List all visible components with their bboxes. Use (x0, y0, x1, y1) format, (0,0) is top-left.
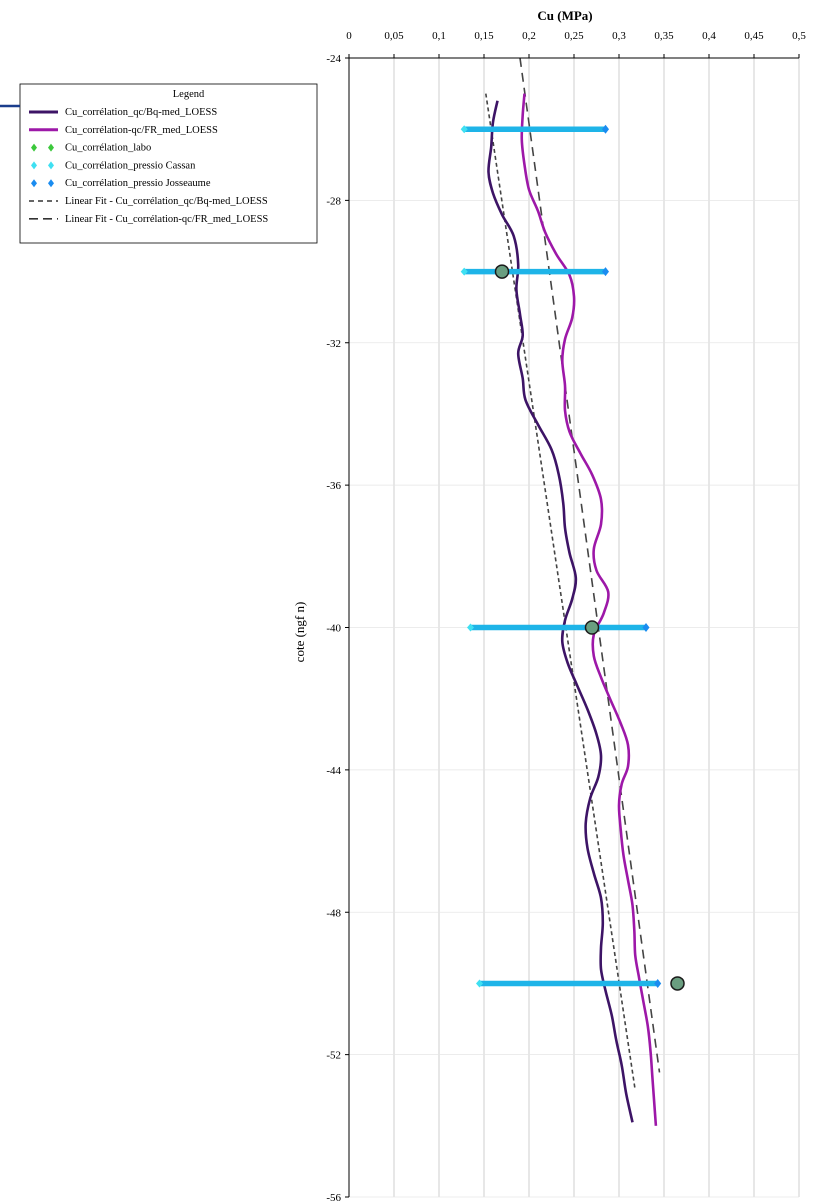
x-tick-label: 0,5 (792, 30, 806, 42)
legend-label: Cu_corrélation_labo (65, 143, 151, 154)
y-tick-label: -40 (326, 623, 341, 635)
legend-swatch-diamond (31, 179, 37, 188)
x-tick-label: 0,3 (612, 30, 626, 42)
axes: 0 0,05 0,1 0,15 0,2 0,25 0,3 0,35 0,4 0,45 0,5 -24 -… (326, 30, 806, 1203)
legend-swatch-diamond (31, 161, 37, 170)
labo-point (670, 976, 685, 991)
fit-line-bq (485, 93, 636, 1091)
x-tick-label: 0,05 (384, 30, 404, 42)
y-tick-label: -36 (326, 480, 341, 492)
legend-label: Cu_corrélation_pressio Cassan (65, 160, 196, 171)
cassan-point (460, 125, 468, 134)
legend-label: Cu_corrélation_qc/Bq-med_LOESS (65, 107, 217, 118)
y-tick-label: -24 (326, 53, 341, 65)
legend-entry: Linear Fit - Cu_corrélation_qc/Bq-med_LO… (29, 196, 268, 207)
legend-entry: Cu_corrélation-qc/FR_med_LOESS (29, 125, 218, 136)
y-tick-label: -52 (326, 1050, 341, 1062)
labo-point (494, 264, 510, 279)
josseaume-point (602, 267, 609, 277)
y-tick-label: -28 (326, 195, 341, 207)
legend-label: Linear Fit - Cu_corrélation-qc/FR_med_LO… (65, 214, 268, 225)
cassan-point (460, 267, 468, 276)
legend-label: Cu_corrélation_pressio Josseaume (65, 178, 211, 189)
x-tick-label: 0,4 (702, 30, 716, 42)
legend-label: Linear Fit - Cu_corrélation_qc/Bq-med_LO… (65, 196, 268, 207)
y-axis-title: cote (ngf n) (292, 602, 307, 663)
y-tick-label: -48 (326, 907, 341, 919)
x-tick-label: 0,2 (522, 30, 536, 42)
pressio-ranges (460, 125, 658, 988)
legend-box (19, 83, 318, 244)
legend-entry: Cu_corrélation_pressio Cassan (31, 160, 196, 171)
x-axis-title: Cu (MPa) (537, 8, 592, 23)
data-points (494, 124, 685, 991)
legend-label: Cu_corrélation-qc/FR_med_LOESS (65, 125, 218, 136)
x-tick-label: 0,35 (654, 30, 674, 42)
y-tick-label: -32 (326, 338, 341, 350)
series-line-fr (520, 93, 658, 1126)
fit-line-fr (519, 57, 661, 1073)
y-tick-label: -56 (326, 1192, 341, 1203)
legend: Legend Cu_corrélation_qc/Bq-med_LOESS Cu_c… (0, 83, 318, 244)
cassan-point (476, 979, 483, 988)
y-tick-label: -44 (326, 765, 341, 777)
legend-swatch-diamond (48, 179, 54, 188)
legend-swatch-diamond (31, 143, 37, 152)
legend-entry: Cu_corrélation_labo (31, 143, 151, 154)
cassan-point (467, 623, 474, 632)
josseaume-point (642, 623, 650, 632)
x-tick-label: 0,25 (564, 30, 584, 42)
josseaume-point (654, 978, 662, 988)
loess-lines (487, 93, 658, 1126)
x-tick-label: 0,1 (432, 30, 446, 42)
x-tick-label: 0,15 (474, 30, 494, 42)
josseaume-point (602, 124, 609, 134)
x-tick-label: 0,45 (744, 30, 764, 42)
legend-entry: Cu_corrélation_qc/Bq-med_LOESS (29, 107, 217, 118)
legend-swatch-diamond (48, 161, 54, 170)
series-line-bq (487, 100, 634, 1123)
x-tick-label: 0 (346, 30, 352, 42)
legend-entry: Cu_corrélation_pressio Josseaume (31, 178, 211, 189)
legend-title: Legend (173, 89, 205, 100)
labo-point (584, 620, 600, 635)
legend-swatch-diamond (48, 143, 54, 152)
legend-entry: Linear Fit - Cu_corrélation-qc/FR_med_LO… (29, 214, 268, 225)
